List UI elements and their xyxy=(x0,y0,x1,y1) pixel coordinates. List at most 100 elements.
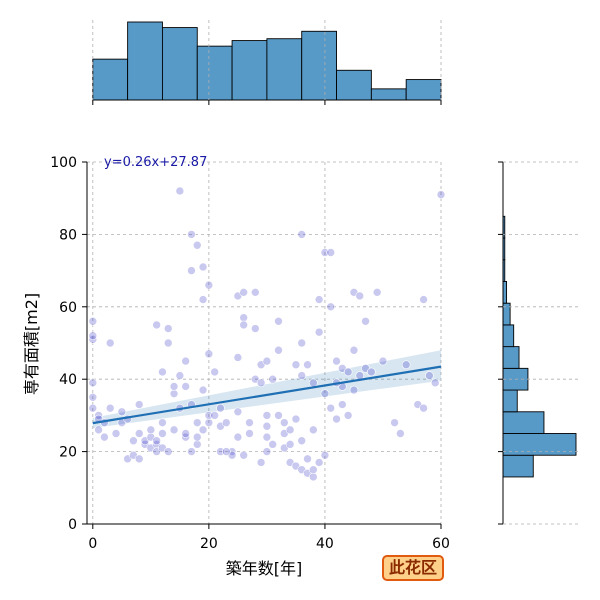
scatter-point xyxy=(163,324,173,333)
scatter-point xyxy=(250,324,260,333)
histogram-bar xyxy=(196,45,233,101)
scatter-point xyxy=(262,447,272,456)
scatter-point xyxy=(425,371,434,380)
regression-line xyxy=(92,365,442,425)
x-tick-label: 0 xyxy=(88,536,97,552)
scatter-point xyxy=(309,465,318,475)
scatter-point xyxy=(338,400,347,409)
scatter-point xyxy=(187,266,196,275)
scatter-point xyxy=(419,403,428,413)
scatter-point xyxy=(396,429,405,438)
scatter-point xyxy=(314,295,324,304)
regression-label: y=0.26x+27.87 xyxy=(104,155,207,170)
scatter-point xyxy=(198,385,208,395)
scatter-point xyxy=(309,472,318,482)
scatter-point xyxy=(181,432,190,442)
x-tick-label: 20 xyxy=(200,536,218,552)
scatter-point xyxy=(297,230,307,239)
scatter-point xyxy=(187,447,196,456)
x-tick-label: 40 xyxy=(316,536,334,552)
scatter-point xyxy=(343,411,353,420)
scatter-point xyxy=(297,371,307,380)
scatter-point xyxy=(256,378,266,388)
scatter-point xyxy=(332,356,341,366)
scatter-point xyxy=(169,425,179,435)
scatter-point xyxy=(297,436,307,446)
y-tick-label: 60 xyxy=(59,300,77,316)
histogram-bar xyxy=(92,58,129,101)
scatter-point xyxy=(152,320,161,330)
y-tick-label: 20 xyxy=(59,445,77,461)
scatter-point xyxy=(233,432,243,442)
scatter-point xyxy=(94,411,103,420)
scatter-point xyxy=(88,335,98,344)
scatter-point xyxy=(233,407,243,417)
histogram-bar xyxy=(502,324,515,348)
histogram-bar xyxy=(502,346,520,369)
scatter-point xyxy=(314,458,324,467)
histogram-bar xyxy=(301,30,337,101)
scatter-point xyxy=(239,450,248,460)
scatter-point xyxy=(169,382,179,391)
histogram-bar xyxy=(405,79,442,101)
y-tick-label: 80 xyxy=(59,227,77,243)
scatter-point xyxy=(233,353,243,362)
y-tick-label: 40 xyxy=(59,372,77,388)
scatter-point xyxy=(181,356,190,366)
scatter-point xyxy=(245,429,254,438)
scatter-point xyxy=(239,288,248,297)
scatter-point xyxy=(343,367,353,377)
scatter-point xyxy=(88,403,98,413)
scatter-point xyxy=(181,429,190,438)
histogram-bar xyxy=(231,40,268,101)
scatter-point xyxy=(163,338,173,348)
marginal-x-histogram xyxy=(92,21,442,105)
ward-badge: 此花区 xyxy=(382,555,444,581)
scatter-point xyxy=(158,429,167,438)
scatter-point xyxy=(355,291,365,301)
scatter-point xyxy=(303,454,312,464)
histogram-bar xyxy=(370,88,407,101)
scatter-point xyxy=(291,360,301,370)
scatter-point xyxy=(326,403,336,413)
scatter-point xyxy=(256,458,266,467)
scatter-point xyxy=(146,425,156,435)
scatter-point xyxy=(192,418,202,427)
regression-fit-line xyxy=(92,365,442,425)
scatter-point xyxy=(192,440,202,449)
scatter-point xyxy=(192,432,202,442)
histogram-bar xyxy=(502,454,534,478)
scatter-point xyxy=(129,436,138,446)
scatter-point xyxy=(372,288,382,297)
scatter-point xyxy=(262,432,272,442)
histogram-bar xyxy=(161,27,198,101)
scatter-point xyxy=(419,295,428,304)
scatter-point xyxy=(134,429,144,438)
scatter-point xyxy=(239,313,248,322)
scatter-point xyxy=(169,389,179,398)
scatter-point xyxy=(221,447,231,456)
marginal-y-histogram xyxy=(498,161,577,525)
scatter-point xyxy=(320,389,330,398)
scatter-point xyxy=(204,418,214,427)
scatter-point xyxy=(262,421,272,431)
scatter-point xyxy=(303,360,312,370)
scatter-point xyxy=(280,418,289,427)
histogram-bar xyxy=(127,21,163,101)
x-tick-label: 60 xyxy=(432,536,450,552)
scatter-point xyxy=(390,418,399,427)
scatter-point xyxy=(274,345,283,355)
scatter-point xyxy=(94,425,103,435)
scatter-point xyxy=(268,440,278,449)
scatter-point xyxy=(285,440,295,449)
scatter-point xyxy=(134,400,144,409)
scatter-point xyxy=(297,338,307,348)
scatter-point xyxy=(192,240,202,250)
scatter-point xyxy=(210,411,219,420)
scatter-point xyxy=(285,425,295,435)
scatter-point xyxy=(134,454,144,464)
scatter-point xyxy=(105,338,115,348)
histogram-bar xyxy=(502,389,518,413)
scatter-point xyxy=(204,349,214,359)
y-axis-label: 専有面積[m2] xyxy=(22,293,41,395)
